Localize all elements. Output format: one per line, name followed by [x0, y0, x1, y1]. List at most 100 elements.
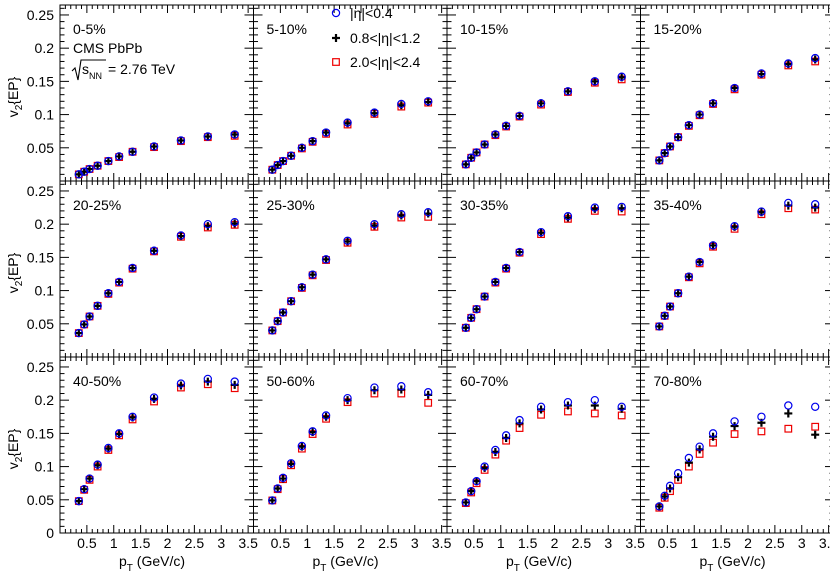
- x-tick-label: 2.5: [185, 535, 205, 551]
- y-tick-label: 0.2: [35, 392, 55, 408]
- data-point: [590, 409, 599, 418]
- data-point: [695, 110, 704, 119]
- x-tick-label: 1: [690, 535, 698, 551]
- data-point: [472, 477, 481, 486]
- data-point: [287, 151, 296, 160]
- y-tick-label: 0.15: [27, 425, 54, 441]
- data-point: [308, 136, 317, 146]
- data-point: [491, 130, 500, 139]
- data-point: [203, 132, 212, 141]
- series-square: [655, 401, 820, 511]
- data-point: [230, 130, 239, 139]
- data-point: [128, 263, 137, 273]
- data-point: [730, 417, 739, 426]
- data-point: [655, 322, 664, 331]
- data-point: [308, 427, 317, 436]
- data-point: [590, 395, 600, 405]
- data-point: [297, 283, 306, 292]
- centrality-label: 35-40%: [654, 197, 702, 213]
- data-point: [93, 301, 102, 311]
- series-circle: [655, 57, 820, 165]
- data-point: [397, 382, 406, 391]
- data-point: [784, 198, 793, 208]
- data-point: [79, 484, 89, 494]
- x-axis-title: pT (GeV/c): [506, 553, 572, 574]
- data-point: [279, 308, 288, 317]
- panel-15-20%: 15-20%: [640, 4, 830, 182]
- data-point: [93, 161, 102, 170]
- data-point: [655, 502, 664, 511]
- data-point: [660, 491, 669, 501]
- series-square: [74, 374, 239, 506]
- panel-35-40%: 35-40%: [640, 180, 830, 358]
- data-point: [297, 143, 307, 152]
- panel-0-5%: 0-5%: [59, 4, 254, 182]
- data-point: [128, 147, 137, 156]
- panel-70-80%: 70-80%: [640, 356, 830, 534]
- data-point: [278, 156, 288, 166]
- data-point: [93, 161, 102, 170]
- x-tick-label: 3: [217, 535, 225, 551]
- series-cross: [461, 401, 626, 507]
- data-point: [501, 431, 511, 440]
- data-point: [563, 87, 572, 96]
- data-point: [74, 496, 84, 506]
- data-point: [297, 283, 307, 292]
- data-point: [684, 458, 693, 467]
- series-square: [655, 53, 820, 165]
- y-tick-label: 0.05: [27, 316, 54, 332]
- x-tick-label: 0.5: [271, 535, 291, 551]
- data-point: [85, 474, 94, 483]
- x-tick-label: 1.5: [711, 535, 731, 551]
- data-point: [230, 217, 239, 227]
- data-point: [617, 72, 626, 81]
- data-point: [709, 99, 718, 108]
- x-tick-label: 3.5: [432, 535, 452, 551]
- legend-item: |η|<0.4: [331, 5, 393, 21]
- data-point: [655, 502, 664, 511]
- data-point: [617, 202, 626, 212]
- data-point: [472, 148, 481, 157]
- data-point: [114, 429, 124, 438]
- experiment-label: CMS PbPb: [73, 40, 142, 56]
- legend-label: 2.0<|η|<2.4: [350, 54, 421, 70]
- y-tick-label: 0.15: [27, 249, 54, 265]
- data-point: [655, 322, 664, 331]
- y-tick-label: 0.25: [27, 183, 54, 199]
- data-point: [480, 140, 489, 149]
- x-tick-label: 2: [744, 535, 752, 551]
- data-point: [114, 277, 124, 287]
- data-point: [80, 320, 89, 329]
- data-point: [695, 442, 704, 451]
- data-point: [423, 388, 433, 397]
- data-point: [673, 289, 683, 298]
- data-point: [286, 297, 296, 306]
- x-tick-label: 2: [551, 535, 559, 551]
- data-point: [466, 313, 476, 323]
- data-point: [321, 128, 331, 137]
- y-tick-label: 0.05: [27, 140, 54, 156]
- data-point: [695, 110, 704, 119]
- data-point: [730, 83, 739, 93]
- data-point: [515, 415, 524, 425]
- x-axis-title: pT (GeV/c): [699, 553, 765, 574]
- data-point: [563, 87, 573, 96]
- data-point: [370, 108, 379, 117]
- x-tick-label: 2.5: [572, 535, 592, 551]
- data-point: [502, 264, 511, 273]
- data-point: [811, 430, 820, 439]
- legend-item: 2.0<|η|<2.4: [332, 54, 421, 70]
- data-point: [617, 402, 626, 412]
- centrality-label: 20-25%: [73, 197, 121, 213]
- panel-20-25%: 20-25%: [59, 180, 254, 358]
- series-cross: [461, 73, 626, 169]
- centrality-label: 70-80%: [654, 373, 702, 389]
- data-point: [472, 476, 481, 486]
- y-axis-title: v2{EP}: [5, 76, 25, 117]
- data-point: [74, 329, 83, 338]
- data-point: [515, 248, 524, 257]
- series-circle: [461, 75, 626, 169]
- data-point: [491, 445, 500, 455]
- y-axis-title: v2{EP}: [5, 428, 25, 469]
